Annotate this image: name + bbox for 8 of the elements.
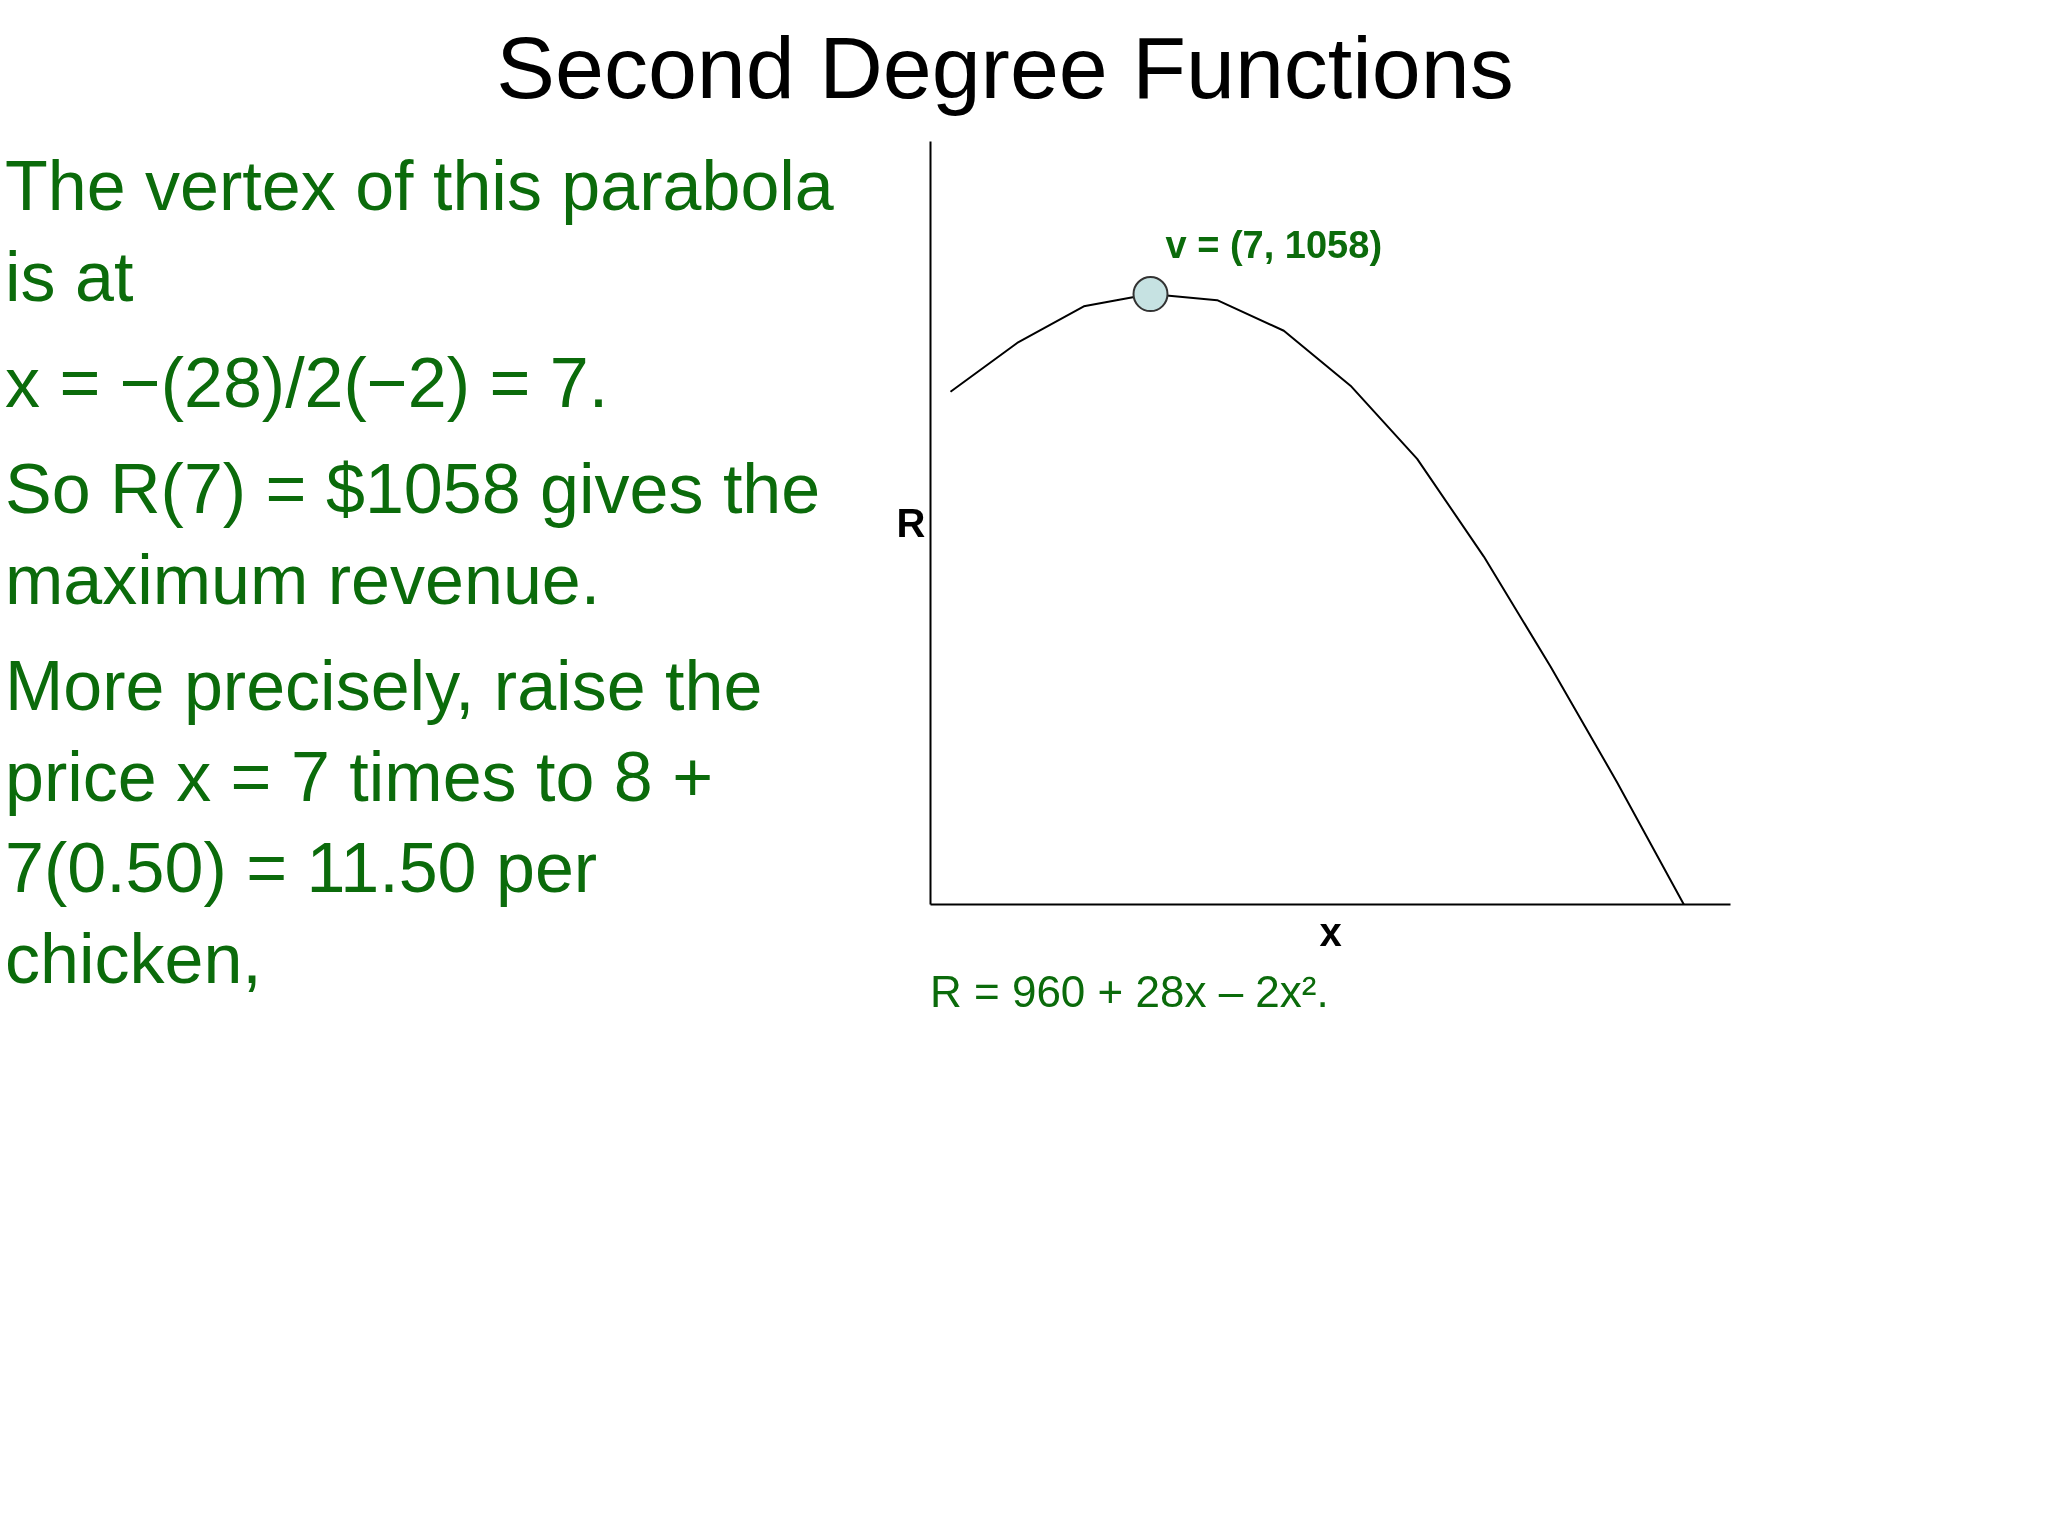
text: So R(7) = $1058 gives the maximum revenue. xyxy=(5,448,822,621)
x-axis-title: x xyxy=(1319,909,1342,954)
chart-title: Second Degree Functions xyxy=(496,17,1514,119)
y-axis-title: R xyxy=(896,500,926,545)
text: More precisely, raise the price x = 7 times to 8 + 7(0.50) = 11.50 per chicken, xyxy=(5,645,764,1000)
text: x = −(28)/2(−2) = 7. xyxy=(5,342,609,424)
text: v = (7, 1058) xyxy=(1165,223,1383,266)
text: R = 960 + 28x – 2x². xyxy=(930,965,1329,1018)
